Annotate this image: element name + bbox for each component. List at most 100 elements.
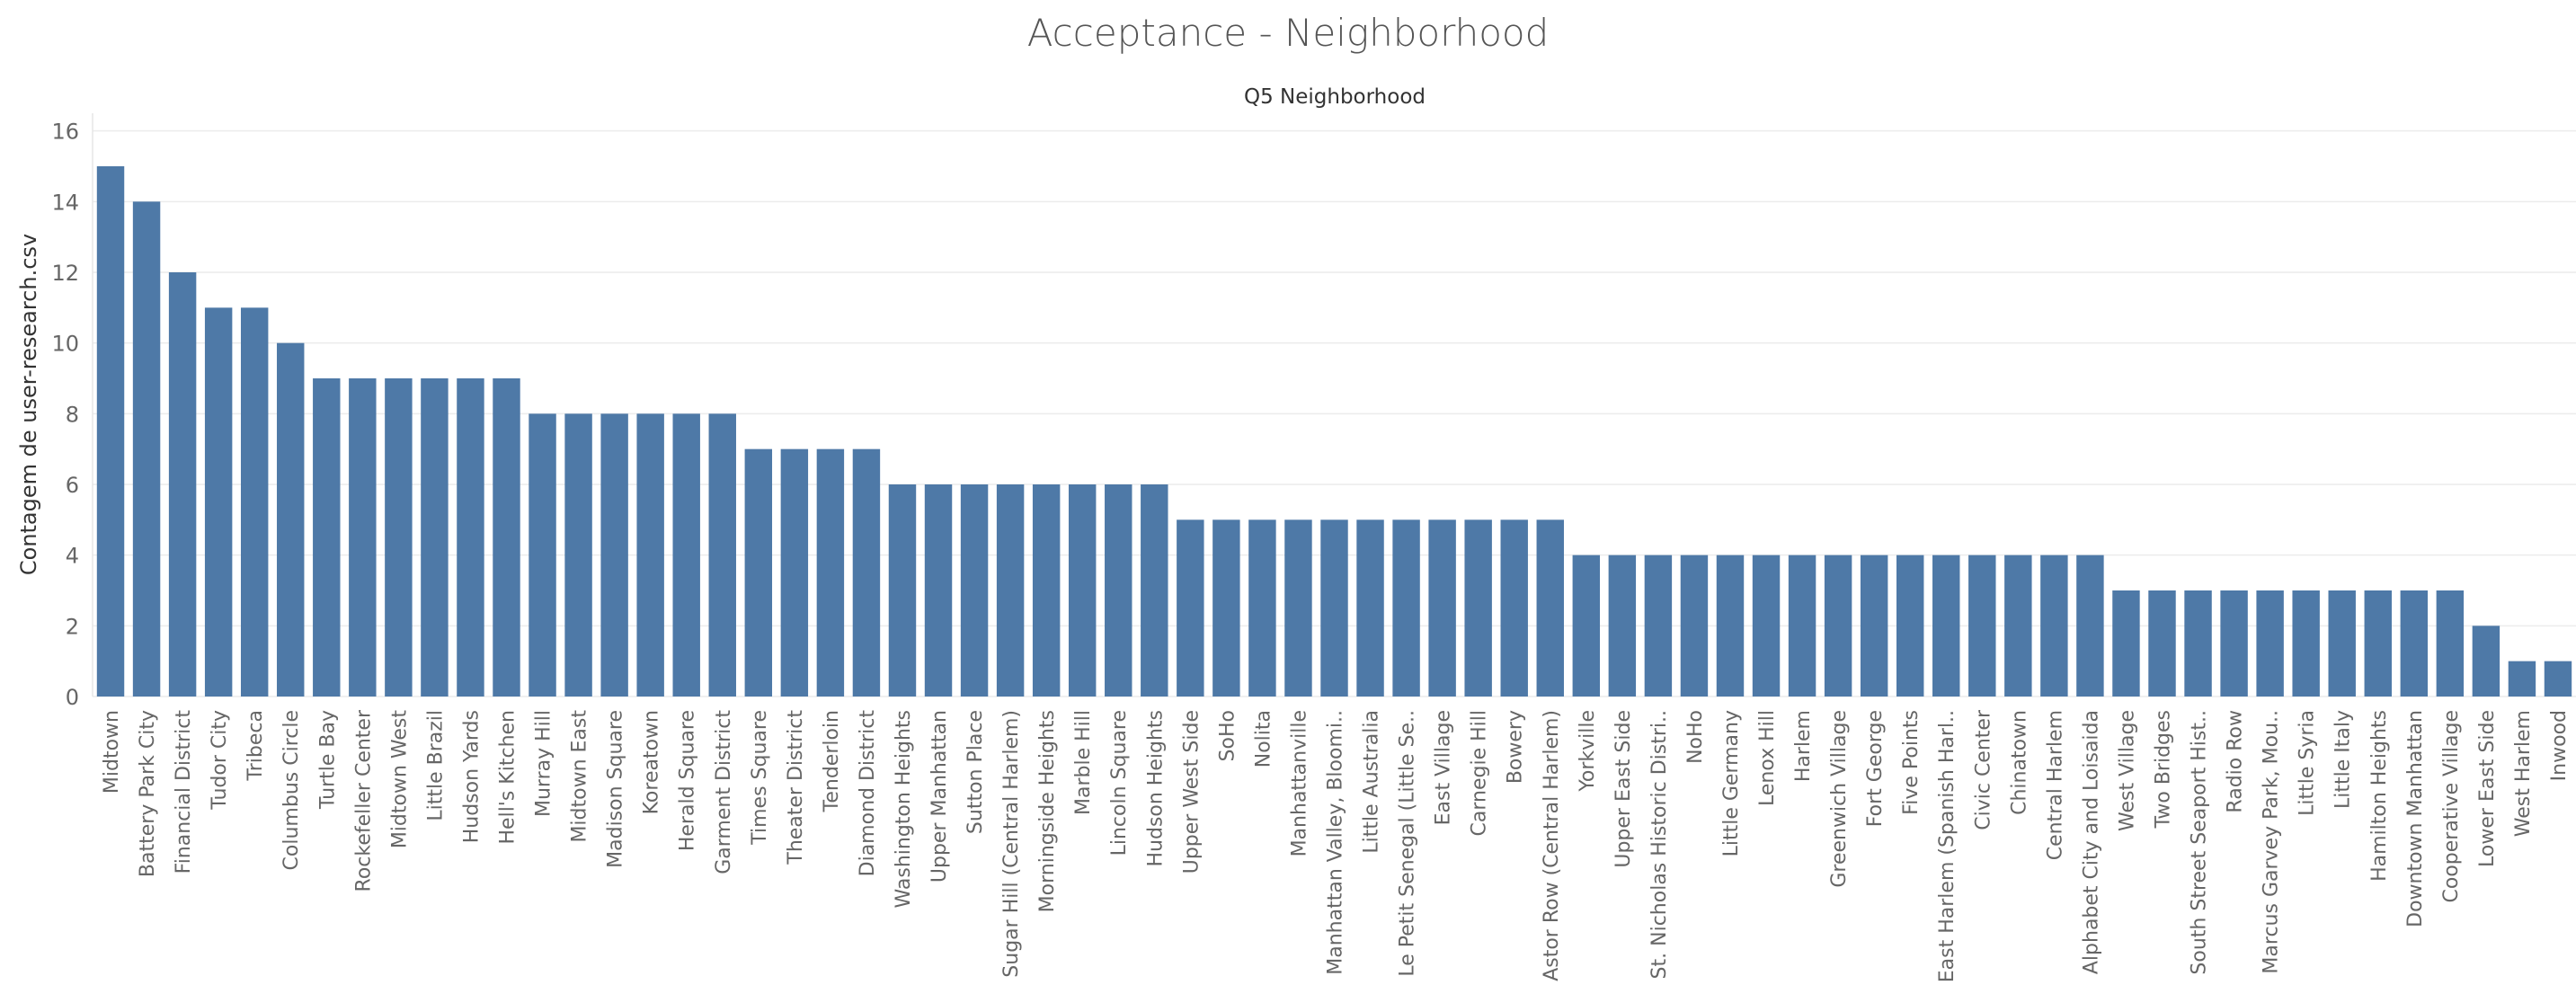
- bar[interactable]: [349, 378, 377, 697]
- x-tick-label: Lower East Side: [2476, 710, 2499, 867]
- y-tick-label: 8: [66, 402, 79, 427]
- y-axis-ticks: 0 2 4 6 8 10 12 14 16: [51, 120, 79, 710]
- x-tick-label: Upper West Side: [1180, 710, 1203, 874]
- x-tick-label: Times Square: [749, 710, 771, 846]
- x-tick-label: Midtown East: [569, 710, 591, 843]
- bar[interactable]: [2040, 555, 2068, 697]
- x-tick-label: Alphabet City and Loisaida: [2080, 710, 2102, 974]
- bar[interactable]: [1644, 555, 1673, 697]
- bar[interactable]: [2436, 590, 2465, 697]
- bar[interactable]: [744, 448, 773, 697]
- x-tick-label: Little Syria: [2296, 710, 2319, 816]
- bar[interactable]: [1752, 555, 1781, 697]
- bar[interactable]: [2112, 590, 2140, 697]
- bar[interactable]: [708, 413, 736, 697]
- y-tick-label: 14: [51, 190, 79, 215]
- x-tick-label: Hudson Heights: [1144, 710, 1167, 867]
- x-tick-label: Little Italy: [2332, 710, 2355, 809]
- bar[interactable]: [816, 448, 845, 697]
- x-tick-label: East Village: [1433, 710, 1455, 825]
- bar[interactable]: [1428, 519, 1456, 697]
- bar[interactable]: [672, 413, 700, 697]
- bar[interactable]: [1680, 555, 1709, 697]
- bar[interactable]: [2076, 555, 2104, 697]
- bar[interactable]: [2544, 661, 2572, 697]
- x-tick-label: Central Harlem: [2044, 710, 2066, 860]
- bar[interactable]: [1500, 519, 1528, 697]
- bar[interactable]: [600, 413, 628, 697]
- bar[interactable]: [1464, 519, 1492, 697]
- x-tick-label: Civic Center: [1972, 709, 1994, 830]
- x-tick-label: Murray Hill: [533, 710, 555, 817]
- bar[interactable]: [924, 484, 953, 697]
- x-tick-label: South Street Seaport Hist..: [2189, 710, 2211, 975]
- bar[interactable]: [1105, 484, 1133, 697]
- bar[interactable]: [1284, 519, 1312, 697]
- bar[interactable]: [780, 448, 809, 697]
- bar[interactable]: [1068, 484, 1097, 697]
- x-tick-label: Tribeca: [244, 710, 267, 781]
- x-tick-label: Tudor City: [209, 710, 231, 811]
- bar[interactable]: [1248, 519, 1276, 697]
- bar[interactable]: [493, 378, 520, 697]
- bar[interactable]: [529, 413, 556, 697]
- bar[interactable]: [1968, 555, 1996, 697]
- bar[interactable]: [996, 484, 1025, 697]
- bar[interactable]: [1356, 519, 1384, 697]
- bar[interactable]: [2148, 590, 2176, 697]
- bar[interactable]: [1860, 555, 1888, 697]
- bar[interactable]: [313, 378, 341, 697]
- bar[interactable]: [2400, 590, 2429, 697]
- bar[interactable]: [1536, 519, 1564, 697]
- x-tick-label: Battery Park City: [137, 710, 159, 877]
- bar[interactable]: [1716, 555, 1745, 697]
- bar[interactable]: [2508, 661, 2536, 697]
- bar[interactable]: [888, 484, 917, 697]
- bar[interactable]: [385, 378, 413, 697]
- bar[interactable]: [1320, 519, 1348, 697]
- bar[interactable]: [2292, 590, 2320, 697]
- y-tick-label: 4: [66, 544, 79, 569]
- bar[interactable]: [2364, 590, 2392, 697]
- x-tick-label: Manhattanville: [1288, 710, 1310, 856]
- bar[interactable]: [1788, 555, 1817, 697]
- bar[interactable]: [204, 307, 233, 697]
- x-tick-label: Diamond District: [857, 710, 879, 877]
- chart-title: Acceptance - Neighborhood: [1026, 11, 1550, 55]
- bar[interactable]: [421, 378, 449, 697]
- x-tick-label: Garment District: [713, 710, 735, 874]
- x-tick-label: Le Petit Senegal (Little Se..: [1397, 710, 1419, 977]
- bar[interactable]: [636, 413, 664, 697]
- bar[interactable]: [1177, 519, 1204, 697]
- bar[interactable]: [2472, 626, 2500, 697]
- bar[interactable]: [2184, 590, 2212, 697]
- bar[interactable]: [2004, 555, 2032, 697]
- x-tick-label: St. Nicholas Historic Distri..: [1648, 710, 1671, 979]
- bar[interactable]: [1608, 555, 1637, 697]
- x-tick-label: Madison Square: [605, 710, 627, 868]
- bar[interactable]: [168, 272, 197, 697]
- bar[interactable]: [457, 378, 484, 697]
- bar[interactable]: [1824, 555, 1852, 697]
- bar[interactable]: [1392, 519, 1420, 697]
- bar[interactable]: [132, 201, 161, 697]
- bar[interactable]: [1141, 484, 1168, 697]
- bar[interactable]: [1896, 555, 1924, 697]
- x-tick-label: Herald Square: [677, 710, 699, 851]
- bar[interactable]: [1572, 555, 1601, 697]
- bar[interactable]: [277, 342, 305, 697]
- x-tick-label: Carnegie Hill: [1469, 710, 1491, 836]
- bar[interactable]: [240, 307, 269, 697]
- bar[interactable]: [1212, 519, 1240, 697]
- bar[interactable]: [564, 413, 592, 697]
- x-tick-label: Lenox Hill: [1756, 710, 1779, 806]
- bar[interactable]: [96, 166, 125, 697]
- bar[interactable]: [960, 484, 989, 697]
- bar[interactable]: [2256, 590, 2284, 697]
- bar[interactable]: [1932, 555, 1960, 697]
- bar[interactable]: [2220, 590, 2248, 697]
- bar[interactable]: [1032, 484, 1061, 697]
- bar[interactable]: [2328, 590, 2356, 697]
- bar[interactable]: [852, 448, 881, 697]
